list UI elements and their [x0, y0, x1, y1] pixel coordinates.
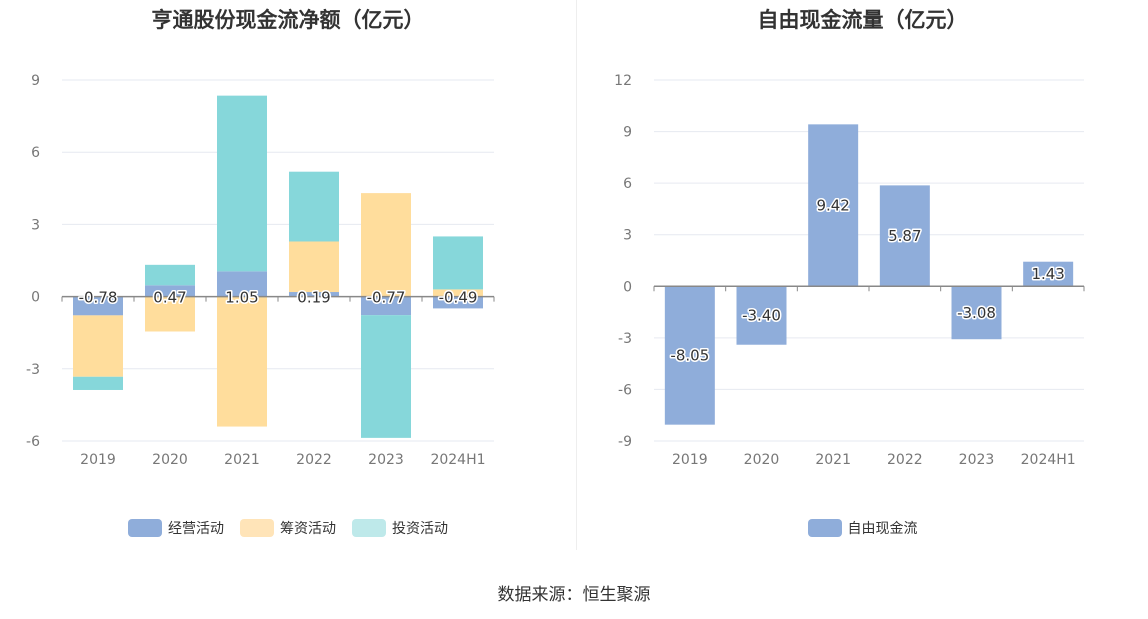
legend: 经营活动 筹资活动 投资活动 — [0, 518, 576, 538]
legend-label: 经营活动 — [168, 521, 224, 537]
bar — [289, 171, 339, 242]
bar — [736, 286, 787, 345]
bar — [808, 124, 859, 287]
data-label: -8.05 — [670, 346, 709, 364]
legend-label: 投资活动 — [392, 521, 448, 537]
bar — [879, 185, 930, 287]
legend-item-investing[interactable]: 投资活动 — [352, 518, 448, 538]
x-tick-label: 2022 — [887, 452, 923, 468]
y-tick-label: 6 — [31, 145, 40, 161]
cash-flow-net-chart: 9 6 3 0 -3 -6 -0.78 0.47 1.05 0.19 -0.77 -0.49 2019 2… — [26, 73, 495, 468]
x-tick-label: 2023 — [959, 452, 995, 468]
bar — [145, 264, 195, 286]
y-tick-label: 9 — [623, 125, 632, 141]
bar — [361, 315, 411, 438]
y-tick-label: -9 — [618, 434, 632, 450]
legend-swatch-fcf — [807, 519, 842, 537]
legend: 自由现金流 — [577, 518, 1148, 538]
chart-title: 亨通股份现金流净额（亿元） — [151, 8, 425, 32]
bar — [217, 95, 267, 272]
y-tick-label: 12 — [614, 73, 632, 89]
data-label: -0.77 — [367, 289, 406, 307]
bar — [433, 236, 483, 290]
bar — [217, 296, 267, 427]
data-source: 数据来源：恒生聚源 — [497, 585, 651, 605]
data-label: -3.08 — [957, 304, 996, 322]
bar — [433, 296, 483, 309]
legend-item-financing[interactable]: 筹资活动 — [240, 518, 336, 538]
x-tick-label: 2021 — [815, 452, 851, 468]
x-tick-label: 2024H1 — [430, 452, 485, 468]
legend-swatch-operating — [128, 519, 162, 537]
data-label: 1.43 — [1031, 265, 1064, 283]
x-tick-label: 2021 — [224, 452, 260, 468]
bar — [664, 286, 715, 425]
legend-label: 筹资活动 — [280, 521, 336, 537]
data-label: 1.05 — [225, 289, 258, 307]
data-label: -0.49 — [439, 289, 478, 307]
x-tick-label: 2020 — [152, 452, 188, 468]
bar — [951, 286, 1002, 340]
data-label: -0.78 — [79, 289, 118, 307]
cash-flow-net-panel: 亨通股份现金流净额（亿元） 9 6 3 0 -3 -6 -0.78 0.47 1.05 0.19 -… — [0, 0, 576, 555]
y-tick-label: -3 — [618, 331, 632, 347]
bar — [217, 271, 267, 297]
x-tick-label: 2023 — [368, 452, 404, 468]
bar — [289, 292, 339, 297]
y-tick-label: -6 — [26, 434, 40, 450]
x-tick-label: 2019 — [672, 452, 708, 468]
chart-title: 自由现金流量（亿元） — [757, 8, 968, 32]
data-label: -3.40 — [742, 307, 781, 325]
bar — [433, 289, 483, 297]
data-label: 5.87 — [888, 227, 921, 245]
x-tick-label: 2019 — [80, 452, 116, 468]
legend-item-fcf[interactable]: 自由现金流 — [807, 518, 918, 538]
data-label: 9.42 — [816, 196, 849, 214]
bar — [73, 296, 123, 316]
y-tick-label: -6 — [618, 382, 632, 398]
bar — [145, 296, 195, 332]
y-tick-label: 9 — [31, 73, 40, 89]
y-tick-label: 3 — [623, 228, 632, 244]
legend-label: 自由现金流 — [847, 521, 918, 537]
bar — [361, 296, 411, 316]
data-label: 0.47 — [153, 289, 186, 307]
y-tick-label: 0 — [623, 279, 632, 295]
y-tick-label: 3 — [31, 217, 40, 233]
data-label: 0.19 — [297, 289, 330, 307]
legend-swatch-investing — [352, 519, 386, 537]
bar — [145, 285, 195, 297]
free-cash-flow-panel: 自由现金流量（亿元） 12 9 6 3 0 -3 -6 -9 -8.05 -3.40 9.42 5.8… — [577, 0, 1148, 555]
legend-item-operating[interactable]: 经营活动 — [128, 518, 224, 538]
bar — [361, 193, 411, 297]
legend-swatch-financing — [240, 519, 274, 537]
bar — [1023, 261, 1074, 287]
y-tick-label: -3 — [26, 362, 40, 378]
y-tick-label: 0 — [31, 290, 40, 306]
bar — [73, 376, 123, 390]
x-tick-label: 2022 — [296, 452, 332, 468]
free-cash-flow-chart: 12 9 6 3 0 -3 -6 -9 -8.05 -3.40 9.42 5.87 -3.08 1.43 2… — [614, 73, 1085, 468]
y-tick-label: 6 — [623, 176, 632, 192]
x-tick-label: 2020 — [744, 452, 780, 468]
x-tick-label: 2024H1 — [1021, 452, 1076, 468]
bar — [289, 241, 339, 293]
panel-divider — [576, 0, 577, 550]
bar — [73, 315, 123, 377]
